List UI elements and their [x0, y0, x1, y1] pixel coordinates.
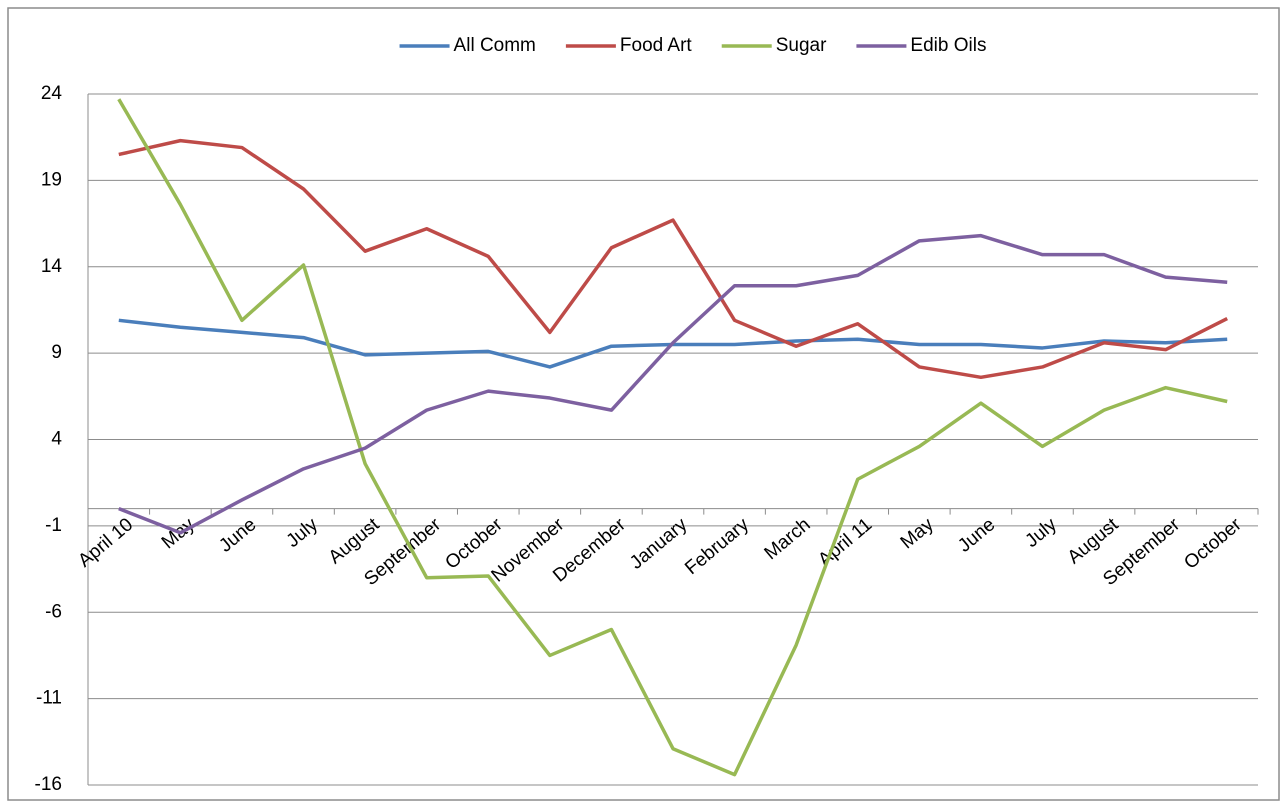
y-tick-label: -6 [45, 601, 62, 622]
y-tick-label: 9 [51, 342, 62, 363]
y-tick-label: 19 [41, 169, 62, 190]
y-tick-label: 4 [51, 429, 62, 450]
chart-border [7, 7, 1280, 801]
series-line [118, 233, 1228, 535]
y-tick-label: -1 [45, 515, 62, 536]
series-line [118, 138, 1228, 380]
legend-label: Sugar [776, 35, 827, 56]
y-tick-label: 14 [41, 256, 63, 277]
y-tick-label: 24 [41, 83, 63, 104]
legend-label: All Comm [454, 35, 536, 56]
legend-label: Edib Oils [910, 35, 986, 56]
y-tick-label: -11 [36, 688, 62, 709]
legend: All Comm Food Art Sugar Edib Oils [399, 35, 986, 56]
series-line [117, 98, 1228, 777]
y-tick-label: -16 [35, 774, 62, 795]
legend-label: Food Art [620, 35, 693, 56]
